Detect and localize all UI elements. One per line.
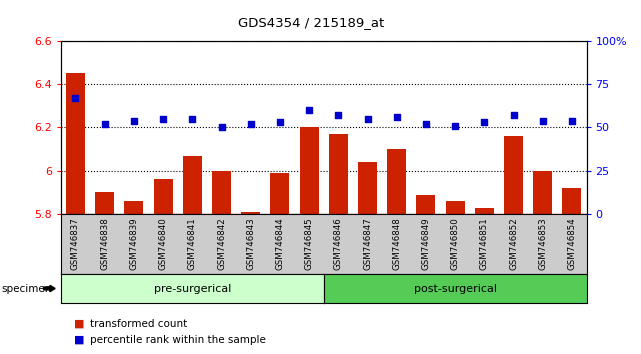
Point [362, 116, 372, 122]
Bar [475, 208, 494, 214]
Text: percentile rank within the sample: percentile rank within the sample [90, 335, 265, 345]
Bar [387, 149, 406, 214]
Point [508, 113, 519, 118]
Text: GSM746844: GSM746844 [276, 217, 285, 270]
Text: specimen: specimen [1, 284, 52, 293]
Text: GSM746843: GSM746843 [246, 217, 255, 270]
Bar [445, 201, 465, 214]
Bar [299, 127, 319, 214]
Point [187, 116, 197, 122]
Bar [533, 171, 552, 214]
Point [71, 95, 81, 101]
Point [99, 121, 110, 127]
Bar [154, 179, 172, 214]
Point [304, 107, 314, 113]
Text: GSM746849: GSM746849 [421, 217, 430, 270]
Text: ■: ■ [74, 335, 84, 345]
Point [567, 118, 577, 123]
Point [129, 118, 139, 123]
Text: GSM746839: GSM746839 [129, 217, 138, 270]
Bar [124, 201, 144, 214]
Text: GSM746854: GSM746854 [567, 217, 576, 270]
Point [479, 119, 490, 125]
Point [420, 121, 431, 127]
Text: GSM746841: GSM746841 [188, 217, 197, 270]
Text: ■: ■ [74, 319, 84, 329]
Bar [241, 212, 260, 214]
Text: GSM746838: GSM746838 [100, 217, 109, 270]
Text: GSM746847: GSM746847 [363, 217, 372, 270]
Bar [504, 136, 523, 214]
Bar [183, 156, 202, 214]
Text: GSM746842: GSM746842 [217, 217, 226, 270]
Text: GSM746846: GSM746846 [334, 217, 343, 270]
Text: transformed count: transformed count [90, 319, 187, 329]
Text: GSM746850: GSM746850 [451, 217, 460, 270]
Text: GSM746853: GSM746853 [538, 217, 547, 270]
Bar [271, 173, 289, 214]
Text: post-surgerical: post-surgerical [413, 284, 497, 293]
Text: GSM746851: GSM746851 [480, 217, 489, 270]
Bar [562, 188, 581, 214]
Bar [212, 171, 231, 214]
Text: GSM746848: GSM746848 [392, 217, 401, 270]
Point [158, 116, 168, 122]
Text: GSM746845: GSM746845 [304, 217, 313, 270]
Text: GSM746852: GSM746852 [509, 217, 518, 270]
Point [333, 113, 344, 118]
Bar [358, 162, 377, 214]
Bar [329, 134, 348, 214]
Point [275, 119, 285, 125]
Bar [96, 193, 114, 214]
Text: GSM746840: GSM746840 [158, 217, 167, 270]
Text: GDS4354 / 215189_at: GDS4354 / 215189_at [238, 16, 384, 29]
Text: GSM746837: GSM746837 [71, 217, 80, 270]
Bar [66, 73, 85, 214]
Point [538, 118, 548, 123]
Text: pre-surgerical: pre-surgerical [154, 284, 231, 293]
Point [246, 121, 256, 127]
Point [392, 114, 402, 120]
Point [450, 123, 460, 129]
Point [217, 125, 227, 130]
Bar [417, 195, 435, 214]
